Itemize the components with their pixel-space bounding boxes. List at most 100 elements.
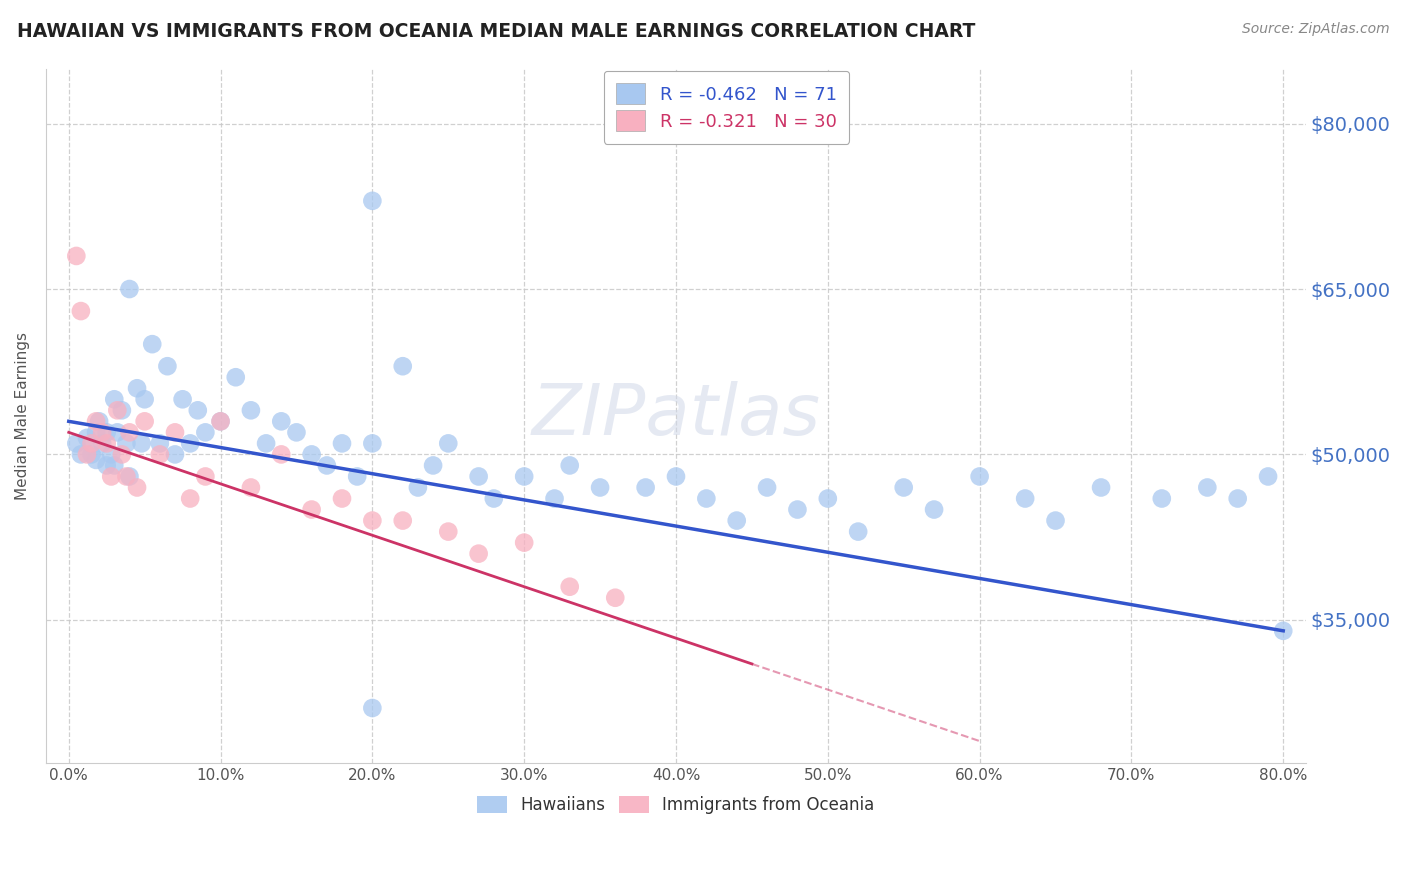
- Point: [65, 249, 87, 263]
- Point: [118, 282, 141, 296]
- Y-axis label: Median Male Earnings: Median Male Earnings: [15, 332, 30, 500]
- Point: [270, 414, 292, 428]
- Point: [969, 469, 991, 483]
- Point: [330, 491, 353, 506]
- Point: [725, 514, 748, 528]
- Point: [467, 547, 489, 561]
- Point: [1226, 491, 1249, 506]
- Point: [346, 469, 368, 483]
- Point: [84, 425, 107, 440]
- Point: [922, 502, 945, 516]
- Point: [96, 436, 118, 450]
- Point: [163, 425, 186, 440]
- Point: [589, 481, 612, 495]
- Point: [301, 447, 323, 461]
- Point: [118, 469, 141, 483]
- Point: [125, 381, 148, 395]
- Point: [134, 414, 156, 428]
- Point: [361, 436, 384, 450]
- Point: [80, 436, 103, 450]
- Point: [87, 414, 110, 428]
- Point: [225, 370, 247, 384]
- Point: [301, 502, 323, 516]
- Point: [125, 481, 148, 495]
- Point: [1257, 469, 1279, 483]
- Point: [756, 481, 779, 495]
- Point: [115, 469, 138, 483]
- Point: [163, 447, 186, 461]
- Point: [70, 304, 93, 318]
- Point: [513, 469, 536, 483]
- Point: [1197, 481, 1219, 495]
- Point: [1272, 624, 1295, 638]
- Point: [209, 414, 232, 428]
- Point: [141, 337, 163, 351]
- Point: [239, 403, 262, 417]
- Point: [172, 392, 194, 407]
- Point: [315, 458, 337, 473]
- Point: [84, 414, 107, 428]
- Point: [361, 194, 384, 208]
- Legend: Hawaiians, Immigrants from Oceania: Hawaiians, Immigrants from Oceania: [467, 786, 884, 824]
- Point: [817, 491, 839, 506]
- Point: [91, 425, 114, 440]
- Point: [1150, 491, 1173, 506]
- Text: ZIPatlas: ZIPatlas: [531, 381, 821, 450]
- Point: [149, 436, 172, 450]
- Point: [391, 514, 413, 528]
- Point: [361, 701, 384, 715]
- Point: [65, 436, 87, 450]
- Point: [786, 502, 808, 516]
- Point: [1090, 481, 1112, 495]
- Text: Source: ZipAtlas.com: Source: ZipAtlas.com: [1241, 22, 1389, 37]
- Point: [1045, 514, 1067, 528]
- Point: [209, 414, 232, 428]
- Point: [187, 403, 209, 417]
- Point: [96, 458, 118, 473]
- Point: [179, 436, 201, 450]
- Point: [437, 524, 460, 539]
- Point: [422, 458, 444, 473]
- Point: [558, 458, 581, 473]
- Point: [543, 491, 565, 506]
- Point: [194, 469, 217, 483]
- Point: [239, 481, 262, 495]
- Point: [1014, 491, 1036, 506]
- Point: [105, 425, 128, 440]
- Point: [695, 491, 717, 506]
- Point: [100, 469, 122, 483]
- Point: [634, 481, 657, 495]
- Point: [361, 514, 384, 528]
- Text: HAWAIIAN VS IMMIGRANTS FROM OCEANIA MEDIAN MALE EARNINGS CORRELATION CHART: HAWAIIAN VS IMMIGRANTS FROM OCEANIA MEDI…: [17, 22, 976, 41]
- Point: [437, 436, 460, 450]
- Point: [605, 591, 627, 605]
- Point: [179, 491, 201, 506]
- Point: [893, 481, 915, 495]
- Point: [406, 481, 429, 495]
- Point: [131, 436, 153, 450]
- Point: [76, 431, 98, 445]
- Point: [254, 436, 277, 450]
- Point: [111, 447, 134, 461]
- Point: [96, 425, 118, 440]
- Point: [105, 403, 128, 417]
- Point: [482, 491, 505, 506]
- Point: [70, 447, 93, 461]
- Point: [100, 447, 122, 461]
- Point: [194, 425, 217, 440]
- Point: [156, 359, 179, 374]
- Point: [391, 359, 413, 374]
- Point: [330, 436, 353, 450]
- Point: [558, 580, 581, 594]
- Point: [149, 447, 172, 461]
- Point: [846, 524, 869, 539]
- Point: [115, 436, 138, 450]
- Point: [84, 453, 107, 467]
- Point: [80, 447, 103, 461]
- Point: [467, 469, 489, 483]
- Point: [270, 447, 292, 461]
- Point: [103, 392, 125, 407]
- Point: [91, 436, 114, 450]
- Point: [134, 392, 156, 407]
- Point: [285, 425, 308, 440]
